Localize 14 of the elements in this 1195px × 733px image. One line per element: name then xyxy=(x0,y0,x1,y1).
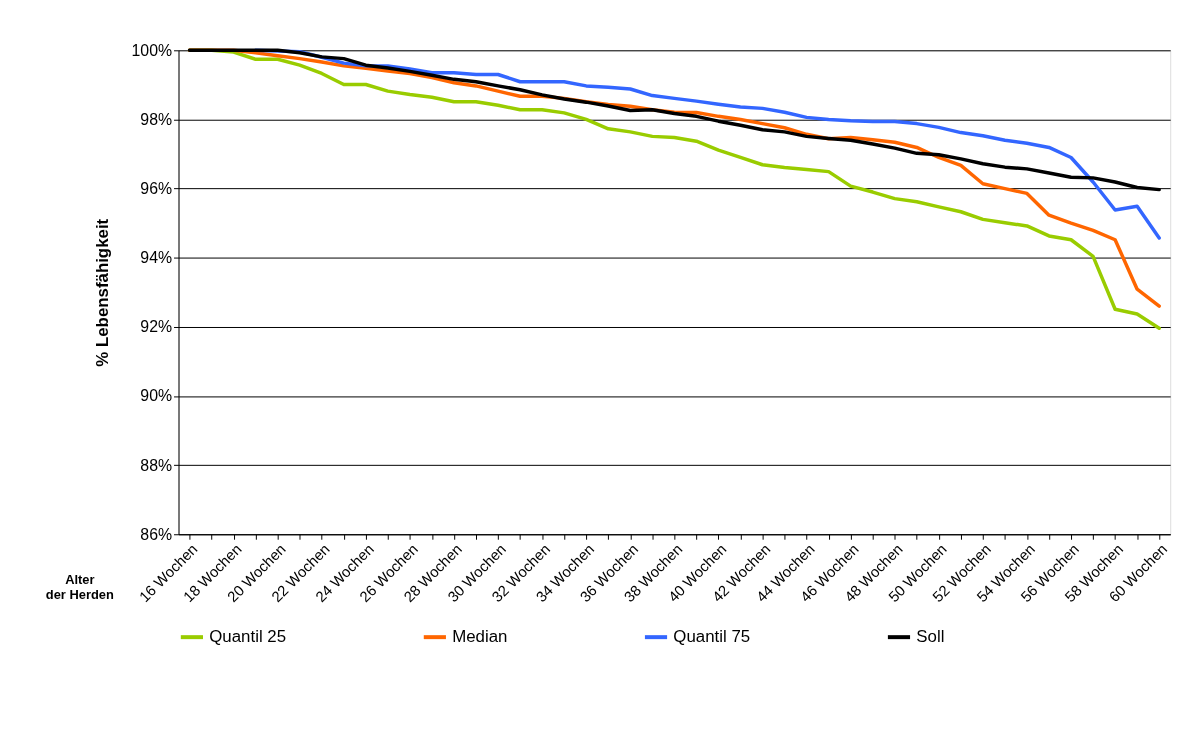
y-tick-label: 94% xyxy=(140,249,173,267)
legend-label: Quantil 75 xyxy=(673,627,751,647)
legend-label: Soll xyxy=(916,627,945,647)
x-axis-title: Alter der Herden xyxy=(45,572,114,603)
y-tick-label: 100% xyxy=(131,41,173,59)
y-tick-label: 90% xyxy=(140,387,173,405)
y-tick-label: 86% xyxy=(140,525,173,543)
y-tick-label: 96% xyxy=(140,180,173,198)
y-tick-label: 92% xyxy=(140,318,173,336)
y-tick-label: 88% xyxy=(140,456,173,474)
y-tick-label: 98% xyxy=(140,110,173,128)
y-axis-title: % Lebensfähigkeit xyxy=(92,218,112,367)
legend-label: Median xyxy=(452,627,508,647)
legend-label: Quantil 25 xyxy=(209,627,287,647)
